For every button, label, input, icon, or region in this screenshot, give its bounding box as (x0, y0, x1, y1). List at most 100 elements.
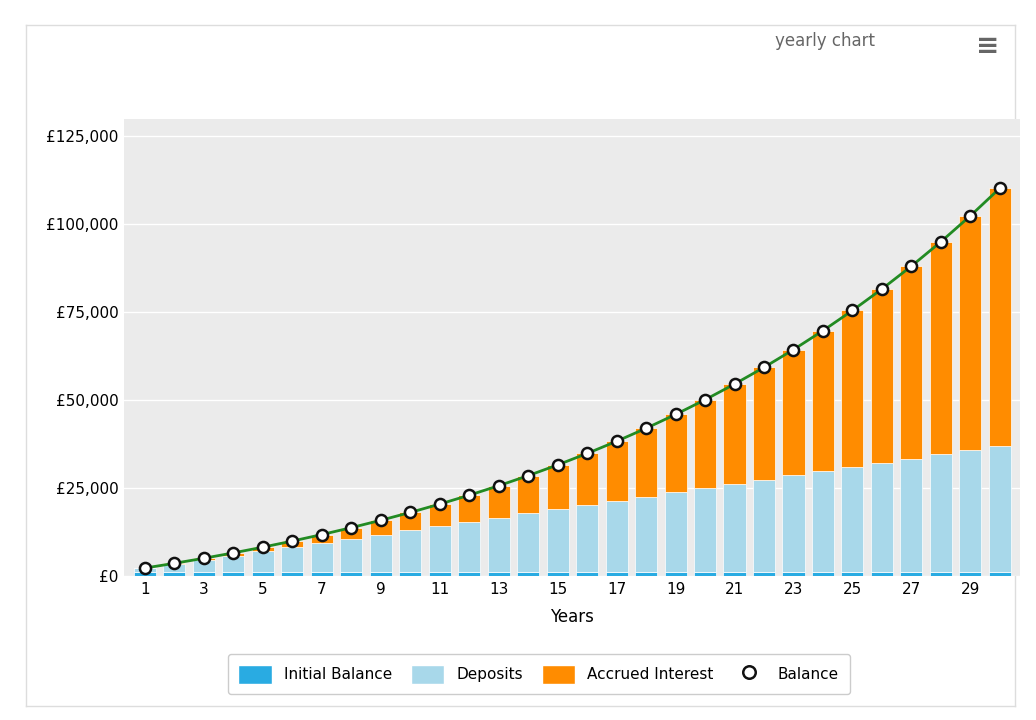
Balance (404, 508, 416, 517)
Bar (606, 441, 628, 500)
Bar (782, 475, 805, 572)
Text: yearly chart: yearly chart (775, 32, 875, 50)
X-axis label: Years: Years (550, 608, 595, 626)
Balance (965, 212, 977, 220)
Bar (812, 330, 834, 471)
Bar (340, 528, 363, 539)
Bar (871, 572, 893, 576)
Bar (930, 242, 952, 454)
Bar (812, 471, 834, 572)
Bar (606, 500, 628, 572)
Bar (782, 350, 805, 475)
Bar (959, 450, 981, 572)
Bar (458, 522, 481, 572)
Bar (871, 289, 893, 463)
Balance (227, 549, 239, 557)
Bar (900, 266, 922, 459)
Balance (728, 379, 741, 388)
Balance (787, 346, 800, 354)
Bar (134, 572, 156, 576)
Bar (547, 465, 569, 509)
Bar (223, 572, 244, 576)
Bar (576, 505, 598, 572)
Bar (223, 553, 244, 556)
Bar (252, 552, 274, 572)
Balance (994, 184, 1006, 192)
Bar (841, 310, 863, 467)
Balance (522, 472, 535, 480)
Balance (492, 482, 505, 490)
Bar (340, 539, 363, 572)
Balance (433, 500, 445, 508)
Bar (635, 428, 657, 497)
Bar (429, 526, 451, 572)
Balance (581, 449, 594, 458)
Bar (223, 556, 244, 572)
Bar (517, 572, 539, 576)
Balance (699, 395, 712, 404)
Bar (429, 504, 451, 526)
Balance (875, 284, 888, 293)
Bar (988, 446, 1011, 572)
Bar (488, 486, 510, 518)
Bar (311, 534, 333, 543)
Bar (664, 572, 687, 576)
Bar (664, 492, 687, 572)
Balance (139, 564, 151, 572)
Bar (164, 564, 185, 572)
Balance (257, 543, 269, 552)
Balance (168, 559, 180, 567)
Bar (164, 563, 185, 564)
Bar (282, 547, 304, 572)
Balance (551, 461, 564, 469)
Bar (252, 547, 274, 552)
Bar (488, 518, 510, 572)
Bar (458, 572, 481, 576)
Bar (193, 560, 214, 572)
Balance (286, 536, 298, 545)
Bar (576, 454, 598, 505)
Bar (458, 495, 481, 522)
Balance (905, 262, 918, 271)
Bar (841, 467, 863, 572)
Bar (399, 530, 422, 572)
Bar (399, 572, 422, 576)
Bar (723, 572, 746, 576)
Bar (517, 476, 539, 513)
Balance (640, 424, 653, 433)
Balance (345, 523, 357, 532)
Bar (164, 572, 185, 576)
Bar (429, 572, 451, 576)
Bar (723, 484, 746, 572)
Bar (871, 463, 893, 572)
Bar (900, 572, 922, 576)
Balance (463, 491, 476, 500)
Bar (635, 572, 657, 576)
Bar (753, 480, 775, 572)
Balance (757, 363, 770, 372)
Bar (576, 572, 598, 576)
Bar (694, 572, 716, 576)
Bar (635, 497, 657, 572)
Bar (812, 572, 834, 576)
Bar (370, 521, 392, 534)
Balance (610, 437, 623, 446)
Bar (900, 459, 922, 572)
Bar (399, 513, 422, 530)
Bar (134, 568, 156, 572)
Bar (694, 488, 716, 572)
Bar (959, 572, 981, 576)
Bar (340, 572, 363, 576)
Text: ≡: ≡ (977, 32, 1000, 60)
Bar (282, 541, 304, 547)
Bar (193, 558, 214, 560)
Bar (370, 572, 392, 576)
Bar (547, 572, 569, 576)
Balance (816, 326, 829, 335)
Bar (753, 572, 775, 576)
Bar (723, 384, 746, 484)
Bar (930, 454, 952, 572)
Bar (517, 513, 539, 572)
Bar (988, 572, 1011, 576)
Bar (370, 534, 392, 572)
